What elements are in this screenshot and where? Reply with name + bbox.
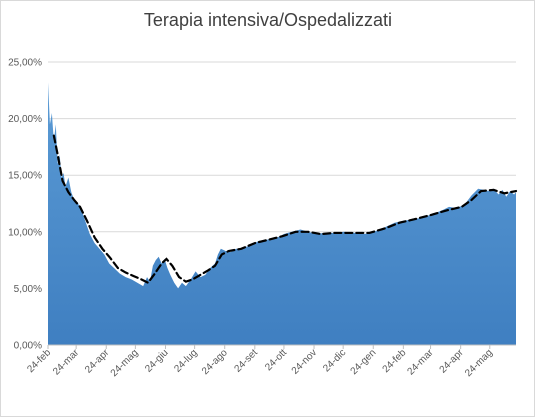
x-tick-label: 24-nov [290, 347, 319, 376]
chart-title: Terapia intensiva/Ospedalizzati [143, 10, 393, 30]
x-tick-label: 24-feb [381, 347, 409, 375]
x-tick-label: 24-mag [463, 347, 495, 379]
trend-series [52, 134, 518, 285]
x-tick-label: 24-mar [51, 347, 82, 378]
x-tick-label: 24-ago [200, 347, 230, 377]
y-tick-label: 25,00% [8, 58, 42, 69]
x-tick-label: 24-mar [405, 347, 436, 378]
x-tick-label: 24-gen [349, 347, 379, 377]
trend-line [52, 134, 518, 285]
x-tick-label: 24-ott [263, 347, 289, 373]
x-tick-label: 24-lug [172, 347, 199, 374]
area-series [48, 82, 516, 345]
y-tick-label: 15,00% [8, 171, 42, 182]
area-fill [48, 82, 516, 345]
x-tick-label: 24-giu [143, 347, 170, 374]
y-tick-label: 10,00% [8, 227, 42, 238]
y-tick-label: 5,00% [14, 284, 42, 295]
y-tick-label: 0,00% [14, 341, 42, 352]
y-tick-label: 20,00% [8, 114, 42, 125]
x-tick-label: 24-set [233, 347, 261, 375]
x-tick-label: 24-dic [321, 347, 348, 374]
x-tick-label: 24-mag [109, 347, 141, 379]
